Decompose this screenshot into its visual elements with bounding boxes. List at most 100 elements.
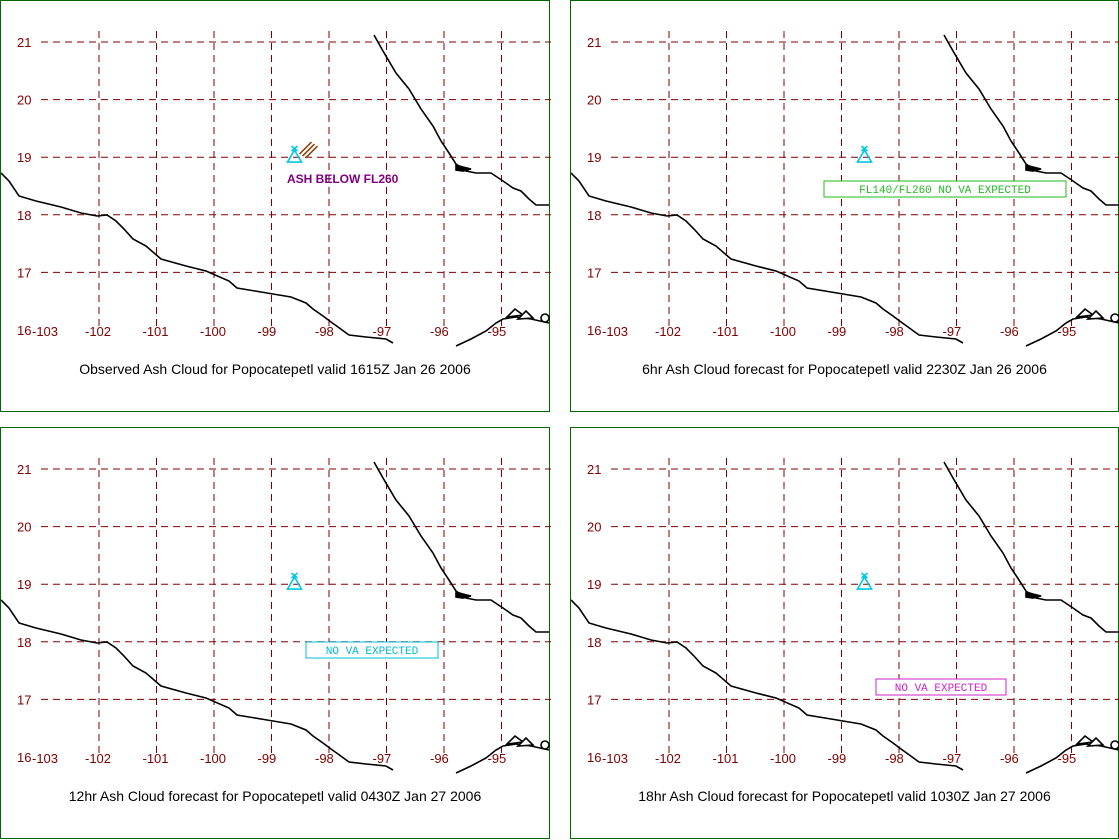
map-canvas: 21 20 19 18 17 16 -103 -102 -101 -100 -99 -98 -97 -96… — [1, 458, 551, 774]
pacific-coastline — [571, 599, 964, 771]
pacific-coastline — [1, 172, 394, 344]
gulf-coastline — [943, 461, 1119, 633]
lon-tick-label: -95 — [1058, 751, 1077, 766]
lon-tick-label: -101 — [713, 751, 739, 766]
coast-island — [1074, 307, 1096, 319]
lon-tick-label: -95 — [488, 324, 507, 339]
coast-island — [455, 163, 472, 172]
lon-tick-label: -98 — [885, 324, 904, 339]
coast-island — [515, 309, 535, 320]
lon-tick-label: -96 — [1000, 751, 1019, 766]
lat-tick-label: 21 — [17, 35, 31, 50]
lon-tick-label: -101 — [143, 751, 169, 766]
map-panel-12hr: 21 20 19 18 17 16 -103 -102 -101 -100 -99 -98 -97 -96… — [0, 427, 551, 839]
lon-tick-label: -99 — [828, 751, 847, 766]
coast-island — [1085, 309, 1105, 320]
gulf-coastline — [943, 34, 1119, 206]
lat-tick-label: 16 — [587, 323, 601, 338]
lat-tick-label: 21 — [587, 462, 601, 477]
map-canvas: 21 20 19 18 17 16 -103 -102 -101 -100 -99 -98 -97 -96… — [1, 31, 551, 347]
lat-lon-grid — [611, 458, 1119, 758]
map-panel-18hr: 21 20 19 18 17 16 -103 -102 -101 -100 -99 -98 -97 -96… — [570, 427, 1119, 839]
lat-tick-label: 19 — [17, 150, 31, 165]
lon-tick-label: -102 — [85, 324, 111, 339]
lon-tick-label: -102 — [655, 324, 681, 339]
coast-island — [1110, 740, 1119, 750]
lat-tick-label: 17 — [587, 692, 601, 707]
volcano-triangle-icon — [286, 572, 303, 590]
lon-tick-label: -96 — [430, 324, 449, 339]
lat-tick-label: 18 — [587, 635, 601, 650]
volcano-triangle-icon — [286, 145, 303, 163]
lon-tick-label: -96 — [1000, 324, 1019, 339]
lon-tick-label: -99 — [828, 324, 847, 339]
panel-caption: 18hr Ash Cloud forecast for Popocatepetl… — [638, 788, 1051, 804]
lon-tick-label: -100 — [200, 324, 226, 339]
ash-annotation: NO VA EXPECTED — [305, 641, 439, 659]
lon-tick-label: -98 — [315, 751, 334, 766]
lon-tick-label: -97 — [943, 751, 962, 766]
lat-tick-label: 17 — [17, 692, 31, 707]
lon-tick-label: -97 — [373, 324, 392, 339]
lat-tick-label: 18 — [587, 208, 601, 223]
volcano-triangle-icon — [856, 145, 873, 163]
lat-tick-label: 19 — [587, 150, 601, 165]
lon-tick-label: -100 — [200, 751, 226, 766]
lon-tick-label: -103 — [32, 324, 58, 339]
gulf-coastline — [373, 34, 549, 206]
lat-tick-label: 21 — [587, 35, 601, 50]
coast-island — [1110, 313, 1119, 323]
ash-annotation-box — [823, 180, 1067, 198]
lon-tick-label: -95 — [1058, 324, 1077, 339]
coastline — [571, 34, 1119, 347]
lat-tick-label: 18 — [17, 635, 31, 650]
lon-tick-label: -98 — [315, 324, 334, 339]
ash-annotation-text: FL140/FL260 NO VA EXPECTED — [859, 185, 1031, 197]
lon-tick-label: -101 — [143, 324, 169, 339]
lon-tick-label: -101 — [713, 324, 739, 339]
lon-tick-label: -103 — [602, 324, 628, 339]
lat-lon-grid — [41, 458, 551, 758]
lat-tick-label: 21 — [17, 462, 31, 477]
coast-island — [504, 307, 526, 319]
panel-caption: 6hr Ash Cloud forecast for Popocatepetl … — [642, 361, 1047, 377]
coast-island — [455, 590, 472, 599]
ash-annotation-text: NO VA EXPECTED — [895, 683, 988, 695]
lon-tick-label: -97 — [943, 324, 962, 339]
coast-island — [504, 734, 526, 746]
lon-tick-label: -99 — [258, 324, 277, 339]
coast-island — [1074, 734, 1096, 746]
ash-annotation-box — [875, 678, 1007, 696]
lat-tick-label: 19 — [587, 577, 601, 592]
ash-annotation-box — [305, 641, 439, 659]
coast-island — [540, 313, 550, 323]
coast-island — [515, 736, 535, 747]
lon-tick-label: -100 — [770, 324, 796, 339]
pacific-coastline — [1, 599, 394, 771]
lon-tick-label: -95 — [488, 751, 507, 766]
coast-island — [1085, 736, 1105, 747]
lon-tick-label: -102 — [85, 751, 111, 766]
map-panel-6hr: 21 20 19 18 17 16 -103 -102 -101 -100 -99 -98 -97 -96… — [570, 0, 1119, 412]
lat-tick-label: 20 — [17, 520, 31, 535]
lat-tick-label: 17 — [587, 265, 601, 280]
lat-tick-label: 16 — [17, 750, 31, 765]
ash-annotation: NO VA EXPECTED — [875, 678, 1007, 696]
lat-tick-label: 20 — [587, 93, 601, 108]
ash-annotation: ASH BELOW FL260 — [287, 172, 399, 186]
lon-tick-label: -96 — [430, 751, 449, 766]
coast-island — [540, 740, 550, 750]
lat-tick-label: 17 — [17, 265, 31, 280]
coastline — [1, 461, 550, 774]
gulf-coastline — [373, 461, 549, 633]
lat-lon-grid — [41, 31, 551, 331]
lon-tick-label: -97 — [373, 751, 392, 766]
lon-tick-label: -102 — [655, 751, 681, 766]
lat-tick-label: 19 — [17, 577, 31, 592]
map-canvas: 21 20 19 18 17 16 -103 -102 -101 -100 -99 -98 -97 -96… — [571, 31, 1119, 347]
lon-tick-label: -98 — [885, 751, 904, 766]
lon-tick-label: -103 — [32, 751, 58, 766]
coast-island — [1025, 163, 1042, 172]
pacific-coastline — [571, 172, 964, 344]
lat-tick-label: 18 — [17, 208, 31, 223]
